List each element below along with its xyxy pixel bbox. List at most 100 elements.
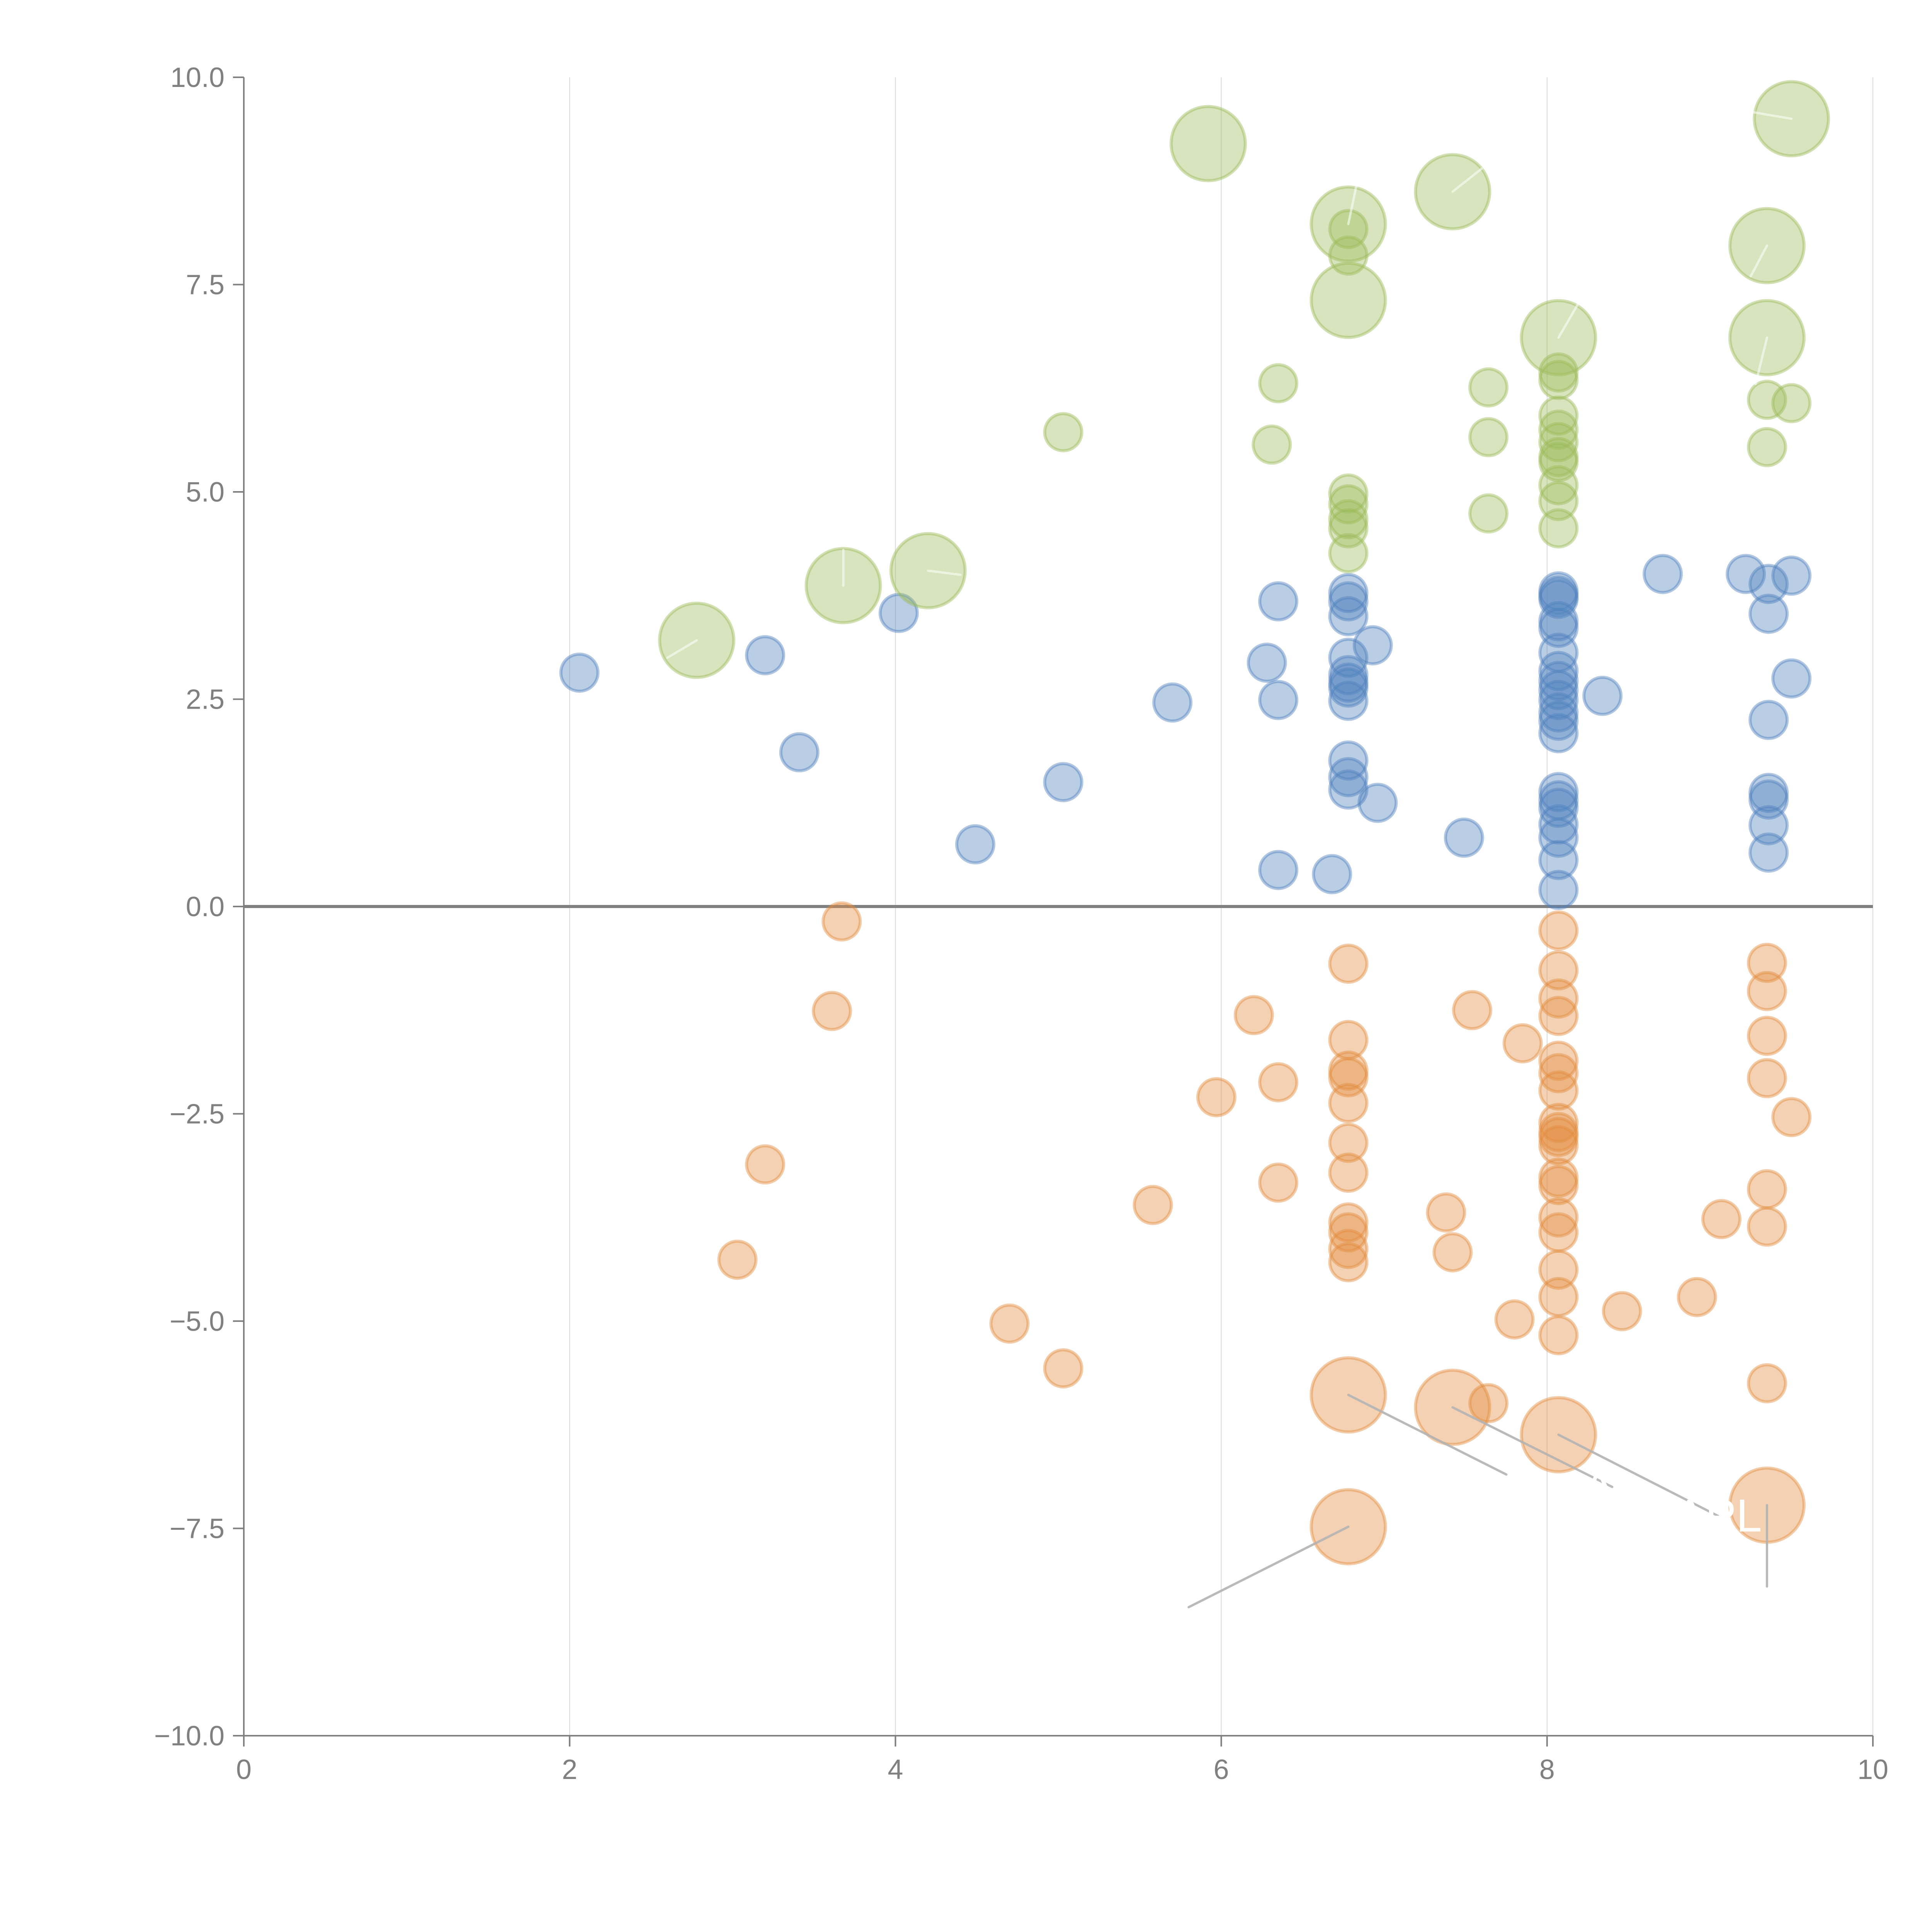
point-annotation	[1749, 244, 1768, 278]
data-point	[1538, 804, 1579, 845]
data-point	[1538, 670, 1579, 710]
x-tick-label: 2	[562, 1754, 577, 1785]
data-point	[1701, 1199, 1742, 1240]
data-point	[1538, 575, 1579, 616]
data-point	[1538, 680, 1579, 720]
data-point	[1538, 1112, 1579, 1152]
data-point	[1328, 1212, 1369, 1253]
data-point	[1748, 594, 1789, 634]
data-point	[717, 1240, 758, 1280]
data-point	[1538, 1165, 1579, 1206]
data-point	[1771, 383, 1812, 423]
data-point	[1258, 850, 1299, 890]
x-tick-label: 8	[1539, 1754, 1555, 1785]
data-point	[1538, 395, 1579, 436]
data-point	[1502, 1023, 1543, 1064]
data-point	[1328, 1242, 1369, 1282]
data-point	[1468, 493, 1509, 534]
point-annotation: S	[603, 652, 634, 704]
annotation-leader-line	[1557, 1434, 1719, 1517]
data-point	[1748, 772, 1789, 813]
data-point	[1538, 422, 1579, 463]
annotation-leader-line	[1754, 336, 1768, 386]
data-point	[1747, 1169, 1787, 1209]
data-point	[1328, 235, 1369, 276]
data-point	[745, 635, 786, 675]
annotation-leader-line	[1347, 1393, 1508, 1476]
annotation-leader-line	[1347, 184, 1358, 225]
data-point	[1169, 105, 1247, 182]
x-tick-label: 0	[236, 1754, 252, 1785]
data-point	[559, 652, 600, 693]
data-point	[1468, 367, 1509, 408]
data-point	[1494, 1299, 1535, 1340]
data-point	[1328, 1229, 1369, 1269]
data-point	[1247, 643, 1287, 683]
point-annotation: APL	[1557, 1434, 1762, 1541]
data-point	[1444, 817, 1484, 858]
data-point	[1357, 782, 1398, 823]
data-point	[1312, 854, 1352, 895]
data-point	[1538, 508, 1579, 549]
data-point	[1538, 772, 1579, 812]
data-point	[1538, 996, 1579, 1036]
data-point	[1328, 769, 1369, 810]
data-point	[1538, 1277, 1579, 1317]
annotation-label: AV	[1583, 1461, 1641, 1512]
data-points	[559, 80, 1830, 1566]
data-point	[1328, 667, 1369, 708]
data-point	[811, 991, 852, 1031]
data-point	[1452, 990, 1492, 1031]
data-point	[821, 901, 862, 942]
data-point	[1328, 508, 1369, 549]
data-point	[1538, 840, 1579, 880]
annotation-label: S	[603, 652, 634, 704]
annotation-leader-line	[666, 639, 698, 659]
annotation-leader-line	[1749, 244, 1768, 278]
y-tick-label: 2.5	[186, 684, 224, 715]
y-tick-label: −7.5	[170, 1514, 224, 1544]
annotation-leader-line	[1187, 1526, 1350, 1609]
data-point	[1538, 1053, 1579, 1094]
data-point	[1538, 437, 1579, 477]
data-point	[1538, 578, 1579, 619]
point-annotation	[927, 569, 962, 576]
data-point	[1310, 262, 1387, 339]
data-point	[1252, 424, 1292, 465]
data-point	[1538, 1070, 1579, 1111]
point-annotation	[1754, 336, 1768, 386]
x-tick-label: 10	[1857, 1754, 1888, 1785]
data-point	[1328, 596, 1369, 636]
data-point	[1258, 1162, 1299, 1203]
data-point	[1538, 1249, 1579, 1290]
y-tick-label: −2.5	[170, 1099, 224, 1130]
data-point	[1538, 1117, 1579, 1157]
data-point	[1432, 1232, 1473, 1272]
data-point	[1133, 1185, 1173, 1225]
data-point	[1538, 352, 1579, 393]
y-tick-label: 5.0	[186, 477, 224, 508]
data-point	[1328, 484, 1369, 525]
data-point	[989, 1303, 1030, 1344]
data-point	[1538, 481, 1579, 521]
data-point	[1747, 971, 1787, 1011]
data-point	[1538, 1041, 1579, 1081]
data-point	[878, 593, 919, 633]
data-point	[1538, 661, 1579, 701]
point-annotation	[1187, 1526, 1350, 1609]
data-point	[1328, 1122, 1369, 1163]
data-point	[1538, 950, 1579, 991]
data-point	[1748, 564, 1789, 604]
data-point	[1538, 571, 1579, 612]
data-point	[1747, 1206, 1787, 1247]
data-point	[1538, 978, 1579, 1019]
data-point	[745, 1144, 786, 1185]
annotation-label: APL	[1674, 1490, 1762, 1541]
series-negative	[717, 901, 1812, 1566]
data-point	[1328, 662, 1369, 703]
data-point	[1328, 944, 1369, 984]
data-point	[1352, 625, 1393, 666]
x-axis-ticks: 0 2 4 6 8 10	[236, 1736, 1888, 1785]
data-point	[1538, 1125, 1579, 1166]
